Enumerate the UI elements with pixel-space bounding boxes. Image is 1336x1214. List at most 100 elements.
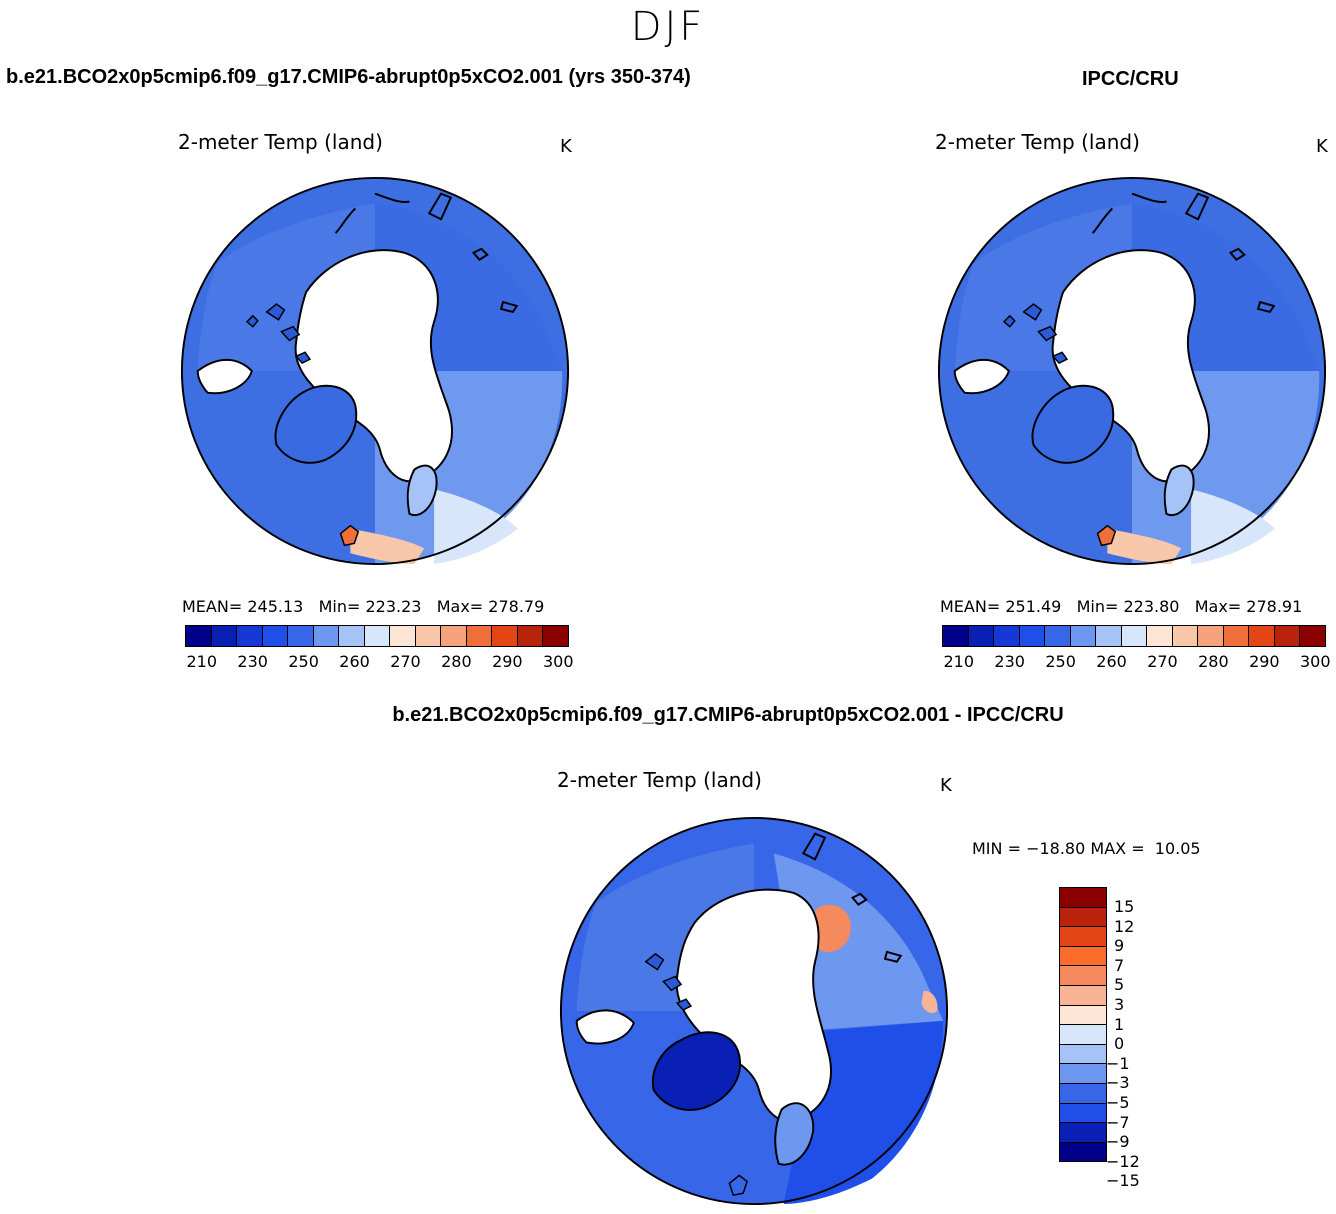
- model-mean-value: 245.13: [247, 597, 304, 616]
- diff-colorbar-ticks: 15 12 9 7 5 3 1 0 −1 −3 −5 −7 −9 −12 −15: [1106, 887, 1174, 1207]
- colorbar-tick-label: 290: [1249, 652, 1280, 671]
- obs-max-label: Max=: [1194, 597, 1242, 616]
- colorbar-swatch: [1045, 626, 1071, 646]
- diff-run-title: b.e21.BCO2x0p5cmip6.f09_g17.CMIP6-abrupt…: [392, 704, 1064, 726]
- colorbar-swatch: [1060, 1005, 1106, 1026]
- colorbar-tick-label: 1: [1114, 1014, 1125, 1034]
- diff-colorbar: [1059, 887, 1107, 1163]
- colorbar-swatch: [313, 626, 340, 646]
- colorbar-tick-label: 230: [994, 652, 1025, 671]
- colorbar-tick-label: −7: [1106, 1112, 1130, 1132]
- model-min-value: 223.23: [365, 597, 422, 616]
- colorbar-swatch: [1096, 626, 1122, 646]
- colorbar-tick-label: −3: [1106, 1073, 1130, 1093]
- colorbar-tick-label: 230: [237, 652, 268, 671]
- obs-colorbar: [942, 625, 1326, 647]
- colorbar-tick-label: 210: [943, 652, 974, 671]
- diff-plot-title: 2-meter Temp (land): [557, 768, 762, 792]
- diff-min-value: −18.80: [1026, 839, 1086, 858]
- colorbar-swatch: [186, 626, 212, 646]
- colorbar-swatch: [1070, 626, 1097, 646]
- obs-plot-title: 2-meter Temp (land): [935, 130, 1140, 154]
- obs-run-title: IPCC/CRU: [1082, 68, 1179, 90]
- model-max-value: 278.79: [488, 597, 545, 616]
- obs-min-value: 223.80: [1123, 597, 1180, 616]
- colorbar-swatch: [441, 626, 467, 646]
- colorbar-tick-label: 300: [1300, 652, 1331, 671]
- model-min-label: Min=: [318, 597, 361, 616]
- colorbar-swatch: [1060, 1083, 1106, 1104]
- colorbar-tick-label: 210: [186, 652, 217, 671]
- colorbar-swatch: [1060, 888, 1106, 908]
- colorbar-swatch: [211, 626, 238, 646]
- colorbar-swatch: [1060, 927, 1106, 947]
- colorbar-tick-label: −12: [1106, 1151, 1140, 1171]
- diff-units-label: K: [940, 775, 952, 796]
- colorbar-swatch: [288, 626, 314, 646]
- colorbar-tick-label: 260: [1096, 652, 1127, 671]
- colorbar-swatch: [1060, 1142, 1106, 1162]
- obs-stats: MEAN= 251.49 Min= 223.80 Max= 278.91: [940, 597, 1302, 616]
- diff-max-label: MAX =: [1090, 839, 1145, 858]
- colorbar-swatch: [994, 626, 1020, 646]
- colorbar-swatch: [1060, 1025, 1106, 1045]
- obs-units-label: K: [1316, 136, 1328, 157]
- colorbar-swatch: [339, 626, 365, 646]
- obs-mean-label: MEAN=: [940, 597, 1001, 616]
- colorbar-swatch: [943, 626, 969, 646]
- colorbar-swatch: [1121, 626, 1148, 646]
- obs-polar-map: [935, 174, 1329, 568]
- colorbar-tick-label: −1: [1106, 1053, 1130, 1073]
- colorbar-swatch: [968, 626, 995, 646]
- colorbar-tick-label: 9: [1114, 936, 1125, 956]
- colorbar-swatch: [1060, 1064, 1106, 1084]
- colorbar-swatch: [364, 626, 391, 646]
- obs-mean-value: 251.49: [1005, 597, 1062, 616]
- diff-stats: MIN = −18.80 MAX = 10.05: [972, 839, 1201, 858]
- colorbar-swatch: [1274, 626, 1301, 646]
- colorbar-swatch: [1060, 1103, 1106, 1124]
- model-max-label: Max=: [436, 597, 484, 616]
- obs-max-value: 278.91: [1246, 597, 1303, 616]
- model-stats: MEAN= 245.13 Min= 223.23 Max= 278.79: [182, 597, 544, 616]
- colorbar-tick-label: 280: [441, 652, 472, 671]
- colorbar-tick-label: 300: [543, 652, 574, 671]
- colorbar-tick-label: −5: [1106, 1093, 1130, 1112]
- model-plot-title: 2-meter Temp (land): [178, 130, 383, 154]
- colorbar-tick-label: 260: [339, 652, 370, 671]
- colorbar-swatch: [1060, 1044, 1106, 1065]
- colorbar-swatch: [390, 626, 416, 646]
- colorbar-swatch: [237, 626, 263, 646]
- colorbar-tick-label: 280: [1198, 652, 1229, 671]
- colorbar-swatch: [1060, 966, 1106, 986]
- colorbar-tick-label: −9: [1106, 1132, 1130, 1152]
- diff-max-value: 10.05: [1154, 839, 1201, 858]
- colorbar-tick-label: −15: [1106, 1171, 1140, 1191]
- colorbar-tick-label: 5: [1114, 975, 1125, 995]
- colorbar-swatch: [1198, 626, 1224, 646]
- diff-polar-map: [557, 814, 951, 1208]
- colorbar-swatch: [466, 626, 493, 646]
- colorbar-swatch: [517, 626, 544, 646]
- colorbar-swatch: [262, 626, 289, 646]
- colorbar-tick-label: 15: [1114, 897, 1135, 916]
- colorbar-swatch: [1223, 626, 1250, 646]
- model-colorbar: [185, 625, 569, 647]
- model-mean-label: MEAN=: [182, 597, 243, 616]
- colorbar-tick-label: 250: [288, 652, 319, 671]
- colorbar-swatch: [543, 626, 568, 646]
- colorbar-tick-label: 3: [1114, 995, 1125, 1014]
- colorbar-tick-label: 270: [390, 652, 421, 671]
- colorbar-tick-label: 7: [1114, 955, 1125, 975]
- diff-min-label: MIN =: [972, 839, 1021, 858]
- colorbar-tick-label: 290: [492, 652, 523, 671]
- colorbar-tick-label: 250: [1045, 652, 1076, 671]
- colorbar-tick-label: 0: [1114, 1034, 1125, 1054]
- colorbar-tick-label: 12: [1114, 916, 1135, 936]
- colorbar-swatch: [1147, 626, 1173, 646]
- colorbar-swatch: [1060, 946, 1106, 967]
- colorbar-swatch: [1249, 626, 1275, 646]
- season-title: DJF: [630, 4, 706, 50]
- model-colorbar-ticks: 210 230 250 260 270 280 290 300: [185, 652, 573, 672]
- colorbar-swatch: [492, 626, 518, 646]
